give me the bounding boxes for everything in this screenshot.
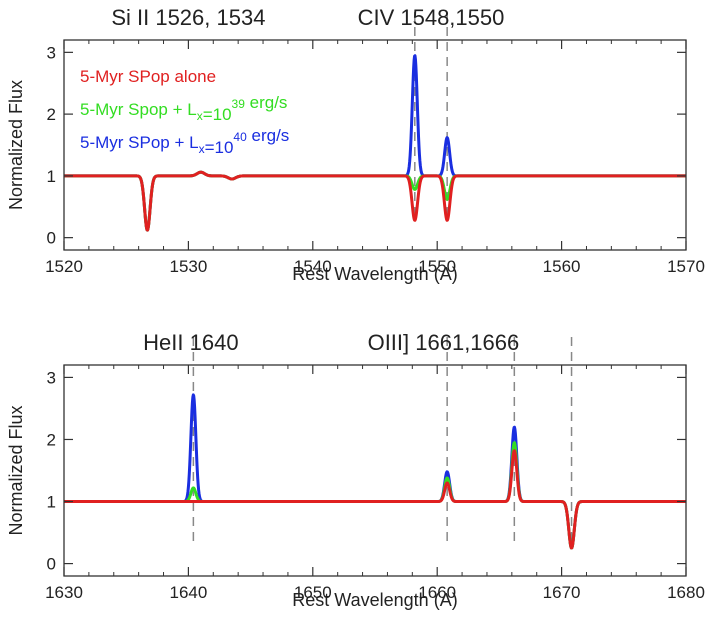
series-line-2	[62, 170, 688, 232]
y-tick-label: 1	[47, 493, 56, 512]
plot-frame	[63, 364, 687, 577]
y-tick-label: 0	[47, 229, 56, 248]
series-line-3	[62, 449, 688, 550]
series-line-1	[62, 393, 688, 550]
x-axis-label: Rest Wavelength (A)	[292, 590, 457, 610]
y-tick-label: 3	[47, 43, 56, 62]
y-axis-label: Normalized Flux	[6, 80, 26, 210]
x-tick-label: 1550	[418, 257, 456, 276]
legend-text-part: =10	[203, 105, 232, 124]
legend-text-part: =10	[205, 138, 234, 157]
y-tick-label: 3	[47, 368, 56, 387]
x-tick-label: 1530	[169, 257, 207, 276]
x-tick-label: 1560	[543, 257, 581, 276]
x-tick-label: 1630	[45, 583, 83, 602]
x-tick-label: 1670	[543, 583, 581, 602]
legend-text-part: erg/s	[245, 93, 288, 112]
legend-entry-2: 5-Myr Spop + Lx=1039 erg/s	[80, 93, 287, 124]
line-annotation: CIV 1548,1550	[358, 5, 505, 30]
y-tick-label: 2	[47, 105, 56, 124]
x-tick-label: 1520	[45, 257, 83, 276]
line-annotation: HeII 1640	[143, 330, 238, 355]
x-axis-label: Rest Wavelength (A)	[292, 264, 457, 284]
legend-text-part: 5-Myr SPop + L	[80, 133, 199, 152]
y-tick-label: 2	[47, 430, 56, 449]
legend-text-part: x	[197, 109, 203, 123]
legend-text-part: erg/s	[247, 126, 290, 145]
panel-1: 1520 1530 1540 1550 1560 1570 0 1 2 3 Rest Wavelen…	[6, 5, 705, 284]
y-tick-label: 1	[47, 167, 56, 186]
x-tick-label: 1540	[294, 257, 332, 276]
panel-2: 1630 1640 1650 1660 1670 1680 0 1 2 3 Rest Wavelen…	[6, 330, 705, 610]
series-line-3	[62, 170, 688, 232]
line-annotation: OIII] 1661,1666	[368, 330, 520, 355]
x-tick-label: 1650	[294, 583, 332, 602]
x-tick-label: 1570	[667, 257, 705, 276]
legend-text-part: 5-Myr SPop alone	[80, 67, 216, 86]
legend-text-part: x	[199, 142, 205, 156]
series-line-2	[62, 441, 688, 550]
line-annotation: Si II 1526, 1534	[111, 5, 265, 30]
legend-text-part: 39	[232, 97, 246, 111]
y-axis-label: Normalized Flux	[6, 405, 26, 535]
y-tick-label: 0	[47, 555, 56, 574]
legend-text-part: 40	[233, 130, 247, 144]
x-tick-label: 1680	[667, 583, 705, 602]
x-tick-label: 1660	[418, 583, 456, 602]
plot-frame	[63, 39, 687, 251]
x-tick-label: 1640	[169, 583, 207, 602]
legend-entry-3: 5-Myr SPop + Lx=1040 erg/s	[80, 126, 289, 157]
legend-entry-1: 5-Myr SPop alone	[80, 67, 216, 86]
legend-text-part: 5-Myr Spop + L	[80, 100, 197, 119]
